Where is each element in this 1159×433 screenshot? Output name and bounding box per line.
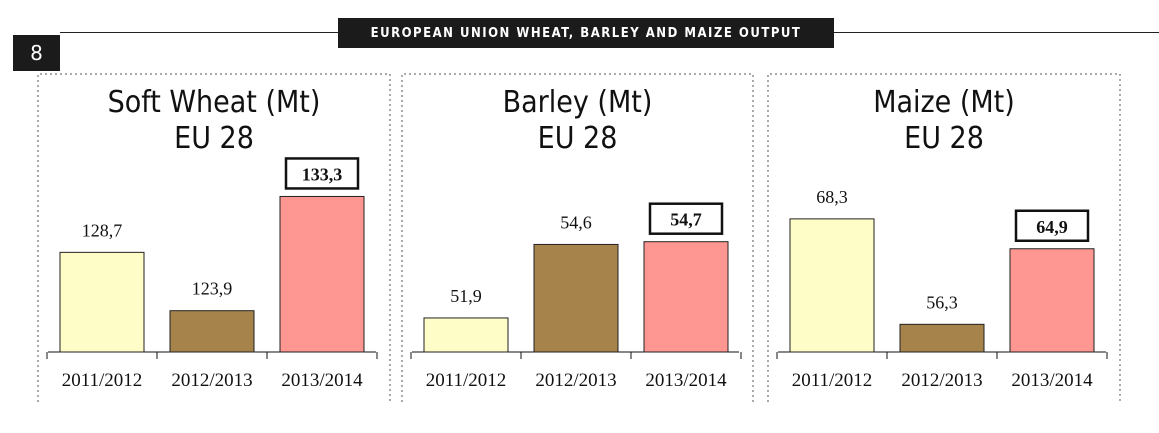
x-tick-label: 2013/2014: [281, 370, 363, 391]
value-label: 133,3: [302, 164, 343, 184]
chart-subtitle: EU 28: [904, 121, 984, 156]
bar-maize-1: [789, 218, 875, 353]
value-label: 51,9: [450, 286, 482, 306]
bar-barley-1: [423, 317, 509, 353]
value-label: 56,3: [926, 292, 958, 312]
chart-title: Soft Wheat (Mt): [108, 85, 321, 120]
x-tick-label: 2011/2012: [792, 370, 873, 391]
value-label: 54,6: [560, 212, 592, 232]
chart-panel-barley: Barley (Mt)EU 28 51,9 2011/2012 54,6 2012/20…: [401, 73, 754, 402]
value-label: 68,3: [816, 187, 848, 207]
x-tick-label: 2011/2012: [426, 370, 507, 391]
bar-barley-3: [643, 241, 729, 353]
x-tick-label: 2012/2013: [535, 370, 616, 391]
chart-title: Maize (Mt): [873, 85, 1015, 120]
value-highlight-box: [284, 157, 360, 190]
header-title: EUROPEAN UNION WHEAT, BARLEY AND MAIZE O…: [338, 18, 834, 48]
chart-title: Barley (Mt): [503, 85, 653, 120]
value-label: 64,9: [1036, 217, 1068, 237]
bar-maize-2: [899, 323, 985, 353]
chart-panel-soft-wheat: Soft Wheat (Mt)EU 28 128,7 2011/2012 123,9 2…: [37, 73, 391, 402]
bar-soft-wheat-1: [59, 251, 145, 353]
value-label: 123,9: [192, 279, 233, 299]
x-tick-label: 2012/2013: [171, 370, 252, 391]
chart-subtitle: EU 28: [538, 121, 618, 156]
chart-subtitle: EU 28: [174, 121, 254, 156]
page-number: 8: [13, 35, 60, 71]
x-tick-label: 2013/2014: [645, 370, 727, 391]
x-tick-label: 2012/2013: [901, 370, 982, 391]
bar-soft-wheat-2: [169, 310, 255, 353]
bar-soft-wheat-3: [279, 195, 365, 353]
bar-barley-2: [533, 243, 619, 353]
chart-panel-maize: Maize (Mt)EU 28 68,3 2011/2012 56,3 2012/201…: [767, 73, 1121, 402]
value-label: 54,7: [670, 210, 702, 230]
x-tick-label: 2013/2014: [1011, 370, 1093, 391]
value-label: 128,7: [82, 220, 123, 240]
bar-maize-3: [1009, 248, 1095, 353]
x-tick-label: 2011/2012: [62, 370, 143, 391]
value-highlight-box: [648, 202, 724, 235]
value-highlight-box: [1014, 209, 1090, 243]
